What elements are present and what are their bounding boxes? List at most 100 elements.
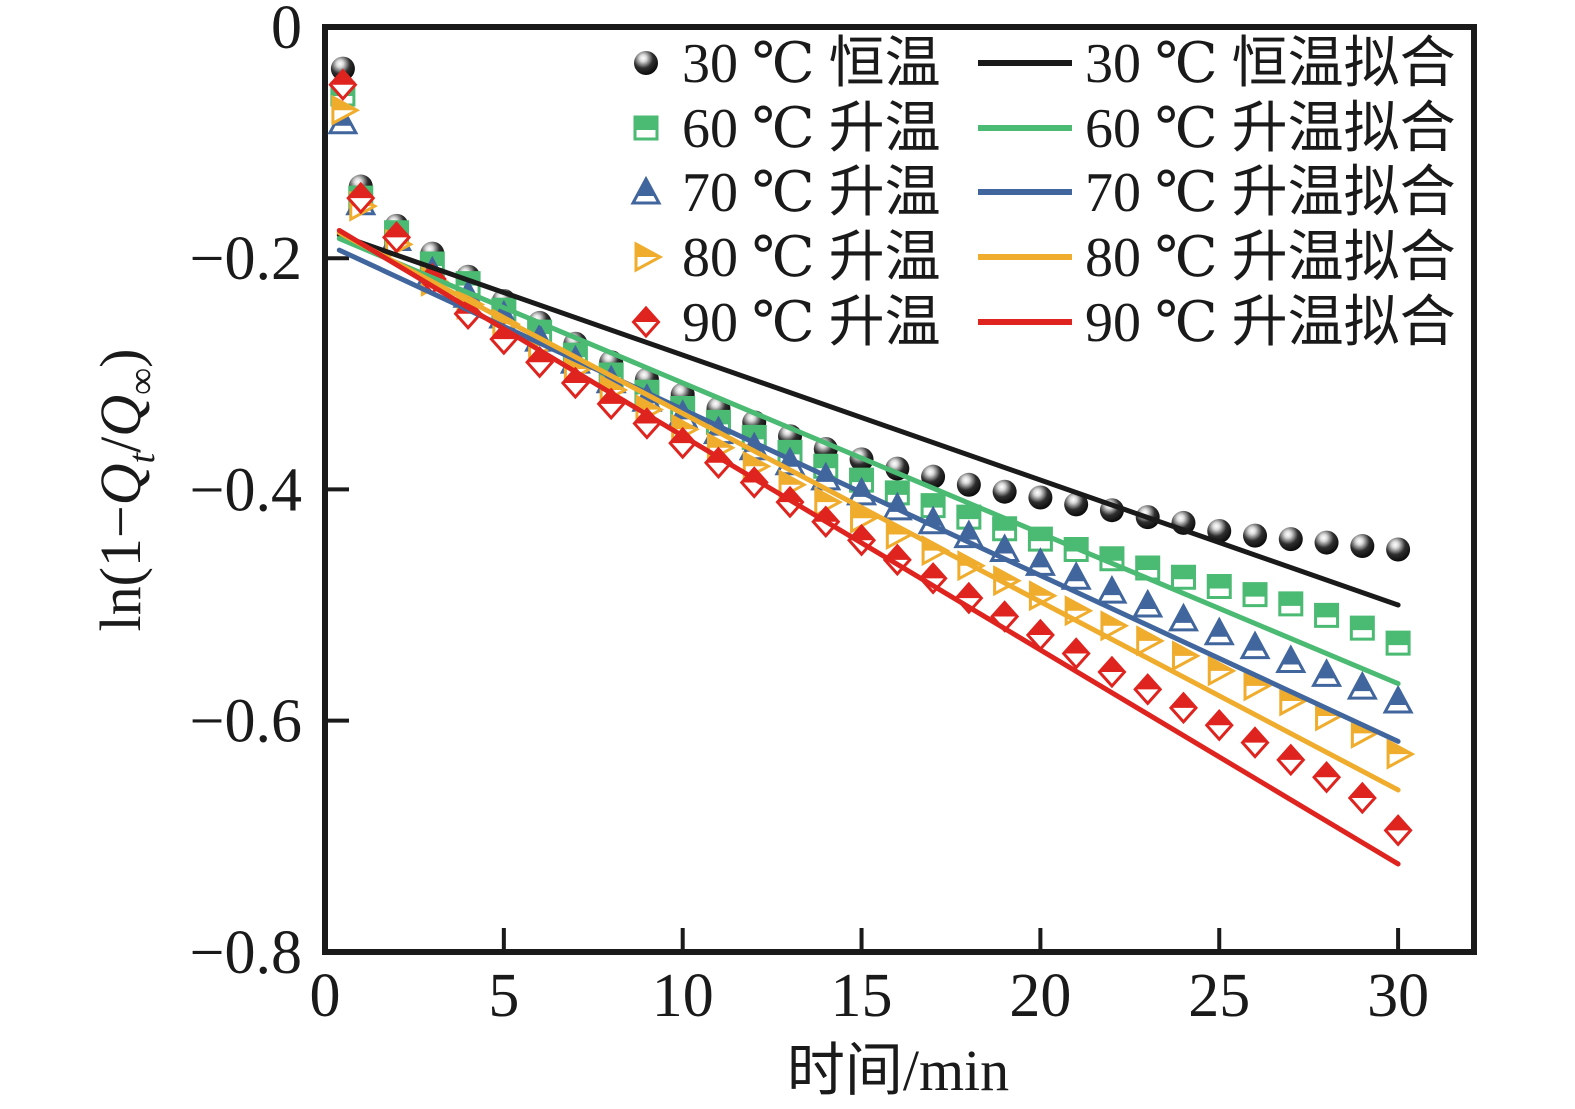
legend-label: 90 ℃ 升温 (682, 292, 941, 354)
legend-label: 30 ℃ 恒温 (682, 33, 941, 95)
data-point-30c (1207, 519, 1232, 544)
data-point-30c (1243, 523, 1268, 548)
legend-label: 90 ℃ 升温拟合 (1085, 292, 1456, 354)
data-point-30c (1314, 530, 1339, 555)
data-point-90c (328, 68, 358, 102)
data-point-60c (920, 493, 946, 519)
x-tick-label: 20 (1009, 962, 1071, 1030)
data-point-60c (1242, 582, 1268, 608)
x-tick-label: 10 (652, 962, 714, 1030)
legend-item-70c: 70 ℃ 升温 (630, 162, 941, 224)
y-tick-label: −0.4 (190, 456, 302, 524)
fit-line-30c-fit (336, 232, 1401, 608)
data-point-70c (1096, 574, 1128, 604)
data-point-60c (1349, 615, 1375, 641)
y-axis-title: ln(1−Qt/Q∞) (88, 348, 163, 631)
data-point-70c (1060, 561, 1092, 590)
y-axis-title-part: Q (88, 463, 153, 505)
data-point-90c (346, 181, 376, 215)
data-point-70c (1382, 684, 1414, 714)
legend-item-90c: 90 ℃ 升温 (631, 292, 941, 354)
data-point-30c (1386, 537, 1411, 562)
data-point-80c (1243, 670, 1273, 702)
data-point-90c (382, 221, 412, 254)
data-point-80c (1207, 655, 1237, 687)
x-tick-label: 25 (1188, 962, 1250, 1030)
y-axis-title-part: t (121, 451, 163, 463)
y-axis-title-part: ∞ (121, 368, 163, 395)
legend-item-90c-fit: 90 ℃ 升温拟合 (978, 292, 1456, 354)
legend-item-70c-fit: 70 ℃ 升温拟合 (978, 162, 1456, 224)
data-point-80c (331, 94, 361, 126)
fit-line-80c-fit (336, 230, 1401, 793)
fit-line-70c-fit (336, 247, 1401, 744)
data-point-90c (1276, 743, 1306, 777)
legend-marker-70c (630, 175, 662, 205)
data-point-90c (1061, 637, 1091, 670)
data-point-80c (1136, 625, 1165, 657)
data-point-90c (1025, 618, 1055, 652)
legend-item-60c: 60 ℃ 升温 (633, 98, 941, 160)
data-point-90c (1240, 726, 1270, 759)
y-tick-label: −0.6 (190, 688, 302, 756)
legend-label: 60 ℃ 升温 (682, 98, 941, 160)
data-point-30c (1028, 485, 1053, 510)
data-point-70c (1311, 658, 1343, 687)
plot-frame (322, 24, 1477, 955)
data-point-60c (1170, 564, 1196, 590)
data-point-60c (1385, 630, 1411, 656)
data-point-80c (1100, 610, 1130, 642)
data-point-60c (1278, 591, 1304, 617)
legend-item-30c: 30 ℃ 恒温 (634, 33, 941, 95)
x-tick-label: 15 (831, 962, 893, 1030)
data-point-70c (1203, 616, 1235, 646)
y-axis: 0 −0.2 −0.4 −0.6 −0.8 (190, 0, 349, 987)
legend-item-80c-fit: 80 ℃ 升温拟合 (978, 227, 1456, 289)
x-axis-title: 时间/min (787, 1038, 1009, 1103)
legend-item-60c-fit: 60 ℃ 升温拟合 (978, 98, 1456, 160)
data-point-80c (1064, 595, 1094, 627)
legend-label: 60 ℃ 升温拟合 (1085, 98, 1456, 160)
data-point-80c (1386, 738, 1416, 770)
data-point-90c (1168, 691, 1198, 725)
legend-label: 70 ℃ 升温 (682, 162, 941, 224)
x-tick-label: 30 (1367, 962, 1429, 1030)
data-point-70c (1132, 588, 1164, 618)
data-point-30c (956, 472, 981, 497)
legend-item-80c: 80 ℃ 升温 (634, 227, 941, 289)
data-point-80c (993, 565, 1022, 597)
data-point-70c (1346, 670, 1378, 700)
y-tick-label: −0.8 (190, 919, 302, 987)
y-axis-title-part: Q (88, 395, 153, 437)
data-point-70c (1239, 630, 1271, 660)
data-point-80c (850, 502, 879, 534)
y-axis-title-part: ln(1− (88, 505, 153, 631)
y-axis-title-part: ) (88, 348, 153, 367)
data-point-30c (1350, 534, 1375, 559)
data-point-90c (1204, 708, 1234, 742)
legend-marker-30c (634, 51, 658, 75)
data-point-30c (992, 479, 1017, 504)
legend-label: 70 ℃ 升温拟合 (1085, 162, 1456, 224)
y-tick-label: 0 (271, 0, 302, 62)
legend-item-30c-fit: 30 ℃ 恒温拟合 (978, 33, 1456, 95)
fit-line-60c-fit (336, 236, 1401, 687)
data-point-90c (1347, 781, 1377, 815)
legend-label: 30 ℃ 恒温拟合 (1085, 33, 1456, 95)
data-point-30c (921, 464, 946, 489)
legend-marker-80c (634, 241, 664, 273)
x-axis: 0 5 10 15 20 25 30 (310, 928, 1429, 1030)
fit-line-90c-fit (336, 227, 1401, 867)
data-point-60c (1314, 602, 1340, 628)
data-point-80c (1171, 640, 1201, 672)
data-point-90c (1312, 760, 1342, 794)
data-point-90c (1097, 655, 1127, 689)
y-tick-label: −0.2 (190, 225, 302, 293)
legend-marker-60c (633, 115, 659, 141)
x-tick-label: 0 (310, 962, 341, 1030)
data-point-70c (1167, 602, 1199, 632)
data-point-70c (1275, 644, 1307, 673)
legend-label: 80 ℃ 升温拟合 (1085, 227, 1456, 289)
